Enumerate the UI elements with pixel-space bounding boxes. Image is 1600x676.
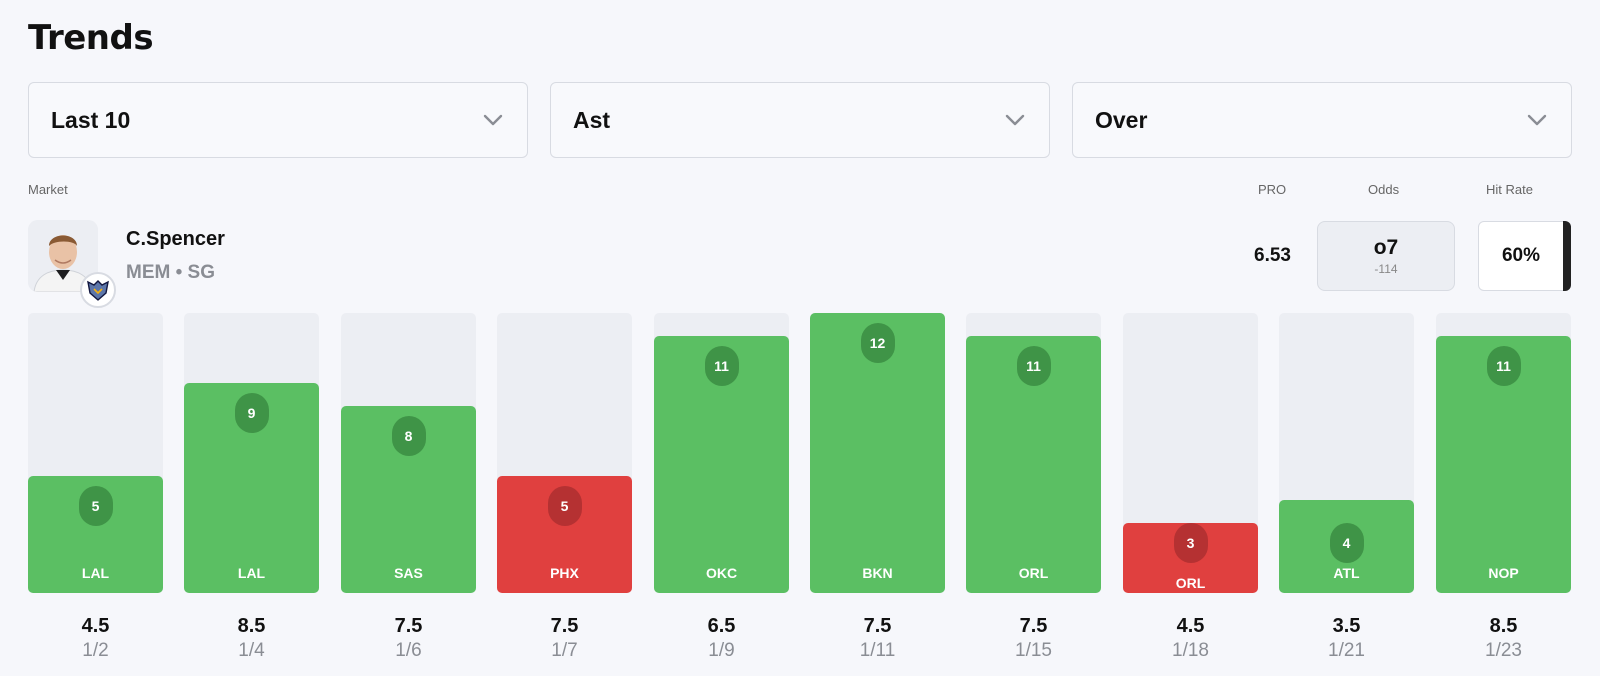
hit-rate-box: 60% xyxy=(1478,221,1571,291)
bar-value-badge: 12 xyxy=(860,323,895,363)
bar-game-date: 1/18 xyxy=(1172,640,1209,661)
over-under-value: Over xyxy=(1095,106,1148,133)
bar-team-label: ORL xyxy=(1018,565,1049,581)
bar-prop-line: 6.5 xyxy=(707,615,736,637)
bar-value-badge: 4 xyxy=(1329,523,1364,563)
bar-team-label: NOP xyxy=(1488,565,1519,581)
bar-column[interactable]: 12 BKN xyxy=(810,313,945,593)
bar-team-label: LAL xyxy=(237,565,266,581)
bar: 11 ORL xyxy=(966,336,1101,593)
bar-value-badge: 3 xyxy=(1173,523,1208,563)
bar-team-label: ATL xyxy=(1333,565,1360,581)
stat-dropdown[interactable]: Ast xyxy=(550,82,1050,158)
bar-prop-line: 7.5 xyxy=(394,615,423,637)
bar: 5 PHX xyxy=(497,476,632,593)
bar-team-label: ORL xyxy=(1175,575,1206,591)
bar: 12 BKN xyxy=(810,313,945,593)
hit-rate-label: Hit Rate xyxy=(1486,182,1533,197)
bar-team-label: OKC xyxy=(705,565,738,581)
bar: 4 ATL xyxy=(1279,500,1414,593)
bar-value-badge: 5 xyxy=(78,486,113,526)
bar: 5 LAL xyxy=(28,476,163,593)
bar-game-date: 1/11 xyxy=(859,640,896,661)
bar-column[interactable]: 8 SAS xyxy=(341,313,476,593)
bar-team-label: LAL xyxy=(81,565,110,581)
player-avatar xyxy=(28,220,98,292)
hit-rate-value: 60% xyxy=(1501,245,1541,266)
games-range-dropdown[interactable]: Last 10 xyxy=(28,82,528,158)
bar: 11 NOP xyxy=(1436,336,1571,593)
odds-price: -114 xyxy=(1374,262,1398,276)
bar-column[interactable]: 5 PHX xyxy=(497,313,632,593)
player-name: C.Spencer xyxy=(126,228,225,250)
pro-value: 6.53 xyxy=(1254,245,1291,266)
bar-column[interactable]: 3 ORL xyxy=(1123,313,1258,593)
bar-column[interactable]: 9 LAL xyxy=(184,313,319,593)
bar-prop-line: 7.5 xyxy=(863,615,892,637)
player-team-position: MEM • SG xyxy=(126,262,215,283)
hit-rate-indicator xyxy=(1563,221,1571,291)
bar-column[interactable]: 11 ORL xyxy=(966,313,1101,593)
bar-column[interactable]: 4 ATL xyxy=(1279,313,1414,593)
bar-team-label: PHX xyxy=(550,565,579,581)
bar-game-date: 1/2 xyxy=(82,640,109,661)
odds-label: Odds xyxy=(1368,182,1400,197)
team-logo-icon xyxy=(80,272,116,308)
bar-prop-line: 4.5 xyxy=(1176,615,1205,637)
bar-value-badge: 11 xyxy=(704,346,739,386)
bar: 3 ORL xyxy=(1123,523,1258,593)
bar-column[interactable]: 11 OKC xyxy=(654,313,789,593)
bar-team-label: SAS xyxy=(394,565,423,581)
chevron-down-icon xyxy=(483,114,503,126)
bar-game-date: 1/9 xyxy=(708,640,735,661)
bar-prop-line: 7.5 xyxy=(550,615,579,637)
over-under-dropdown[interactable]: Over xyxy=(1072,82,1572,158)
pro-label: PRO xyxy=(1258,182,1287,197)
bar-column[interactable]: 11 NOP xyxy=(1436,313,1571,593)
bar: 9 LAL xyxy=(184,383,319,593)
bar-column[interactable]: 5 LAL xyxy=(28,313,163,593)
bar-game-date: 1/21 xyxy=(1328,640,1365,661)
games-range-value: Last 10 xyxy=(51,106,131,133)
bar-game-date: 1/23 xyxy=(1485,640,1522,661)
bar-value-badge: 11 xyxy=(1016,346,1051,386)
bar-prop-line: 7.5 xyxy=(1019,615,1048,637)
bar-team-label: BKN xyxy=(862,565,893,581)
bar-game-date: 1/4 xyxy=(238,640,265,661)
bar-game-date: 1/7 xyxy=(551,640,578,661)
bar-prop-line: 4.5 xyxy=(81,615,110,637)
stat-value: Ast xyxy=(573,106,611,133)
chevron-down-icon xyxy=(1005,114,1025,126)
bar-prop-line: 3.5 xyxy=(1332,615,1361,637)
chevron-down-icon xyxy=(1527,114,1547,126)
bar-value-badge: 8 xyxy=(391,416,426,456)
bar-value-badge: 9 xyxy=(234,393,269,433)
market-label: Market xyxy=(28,182,68,197)
bar-game-date: 1/15 xyxy=(1015,640,1052,661)
bar-value-badge: 5 xyxy=(547,486,582,526)
bar-game-date: 1/6 xyxy=(395,640,422,661)
odds-line: o7 xyxy=(1373,236,1399,259)
bar-prop-line: 8.5 xyxy=(1489,615,1518,637)
bar: 11 OKC xyxy=(654,336,789,593)
bar: 8 SAS xyxy=(341,406,476,593)
odds-button[interactable]: o7 -114 xyxy=(1317,221,1455,291)
bar-value-badge: 11 xyxy=(1486,346,1521,386)
page-title: Trends xyxy=(28,18,154,58)
bar-prop-line: 8.5 xyxy=(237,615,266,637)
